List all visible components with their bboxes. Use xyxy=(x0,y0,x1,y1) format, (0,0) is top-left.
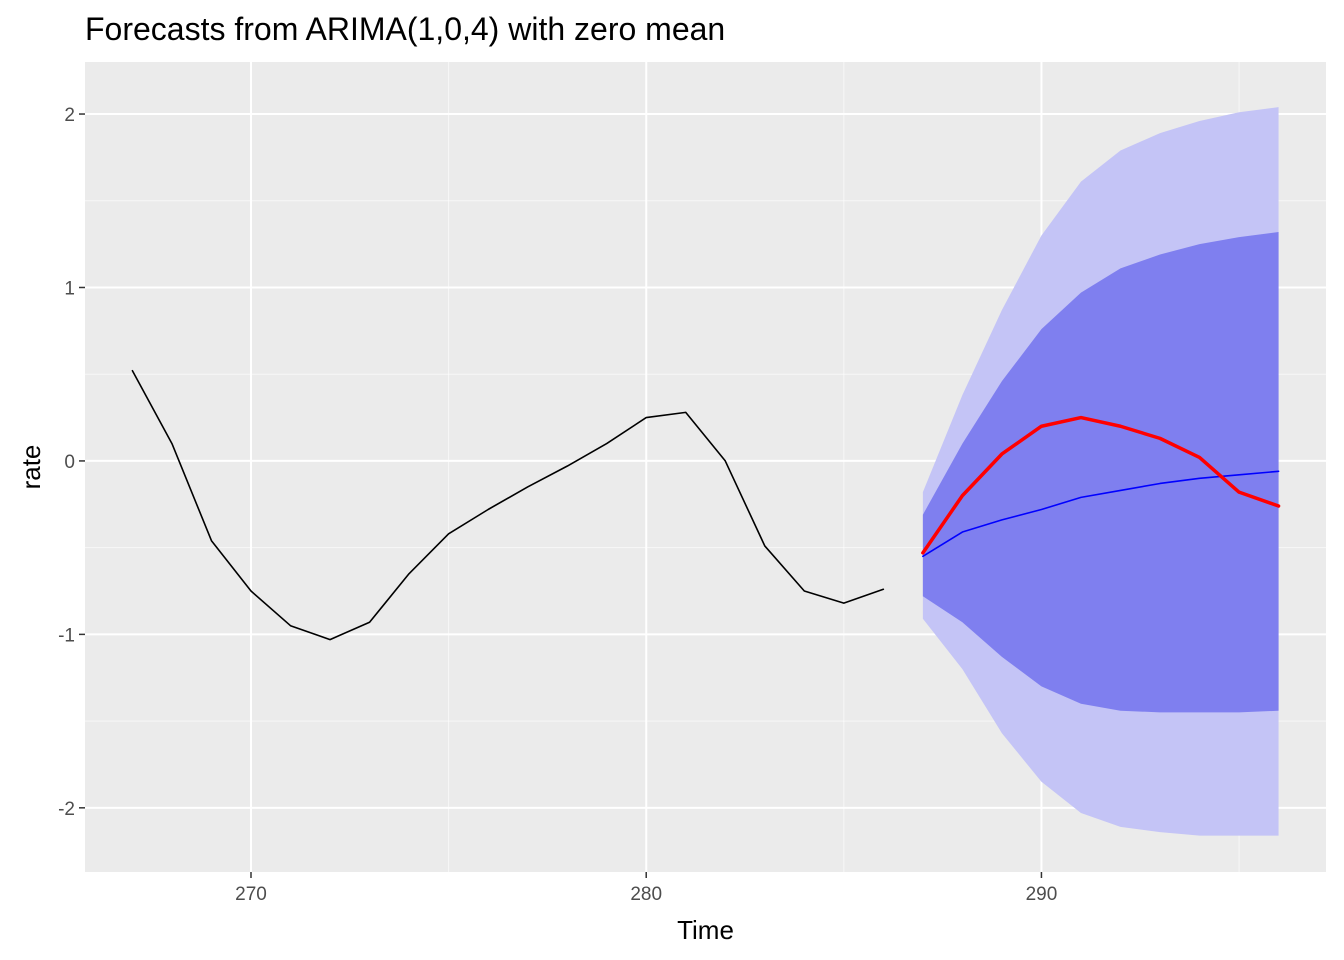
series-lines xyxy=(131,369,1281,641)
x-tick-label: 290 xyxy=(1026,884,1058,905)
y-tick-label: 1 xyxy=(64,278,75,299)
x-tick-label: 280 xyxy=(630,884,662,905)
comparison-line xyxy=(921,415,1281,555)
y-tick-label: -1 xyxy=(58,625,75,646)
y-tick-label: 2 xyxy=(64,105,75,126)
y-tick-label: -2 xyxy=(58,799,75,820)
prediction-bands xyxy=(922,107,1279,836)
x-tick-label: 270 xyxy=(235,884,267,905)
x-axis-title: Time xyxy=(677,915,734,945)
y-axis-ticks: -2 -1 0 1 2 xyxy=(58,105,85,820)
x-axis-ticks: 270 280 290 xyxy=(235,872,1057,905)
y-tick-label: 0 xyxy=(64,452,75,473)
y-axis-title: rate xyxy=(16,445,46,490)
chart-title: Forecasts from ARIMA(1,0,4) with zero me… xyxy=(85,11,725,47)
band-80-interval xyxy=(922,231,1279,713)
observed-line xyxy=(131,369,885,641)
